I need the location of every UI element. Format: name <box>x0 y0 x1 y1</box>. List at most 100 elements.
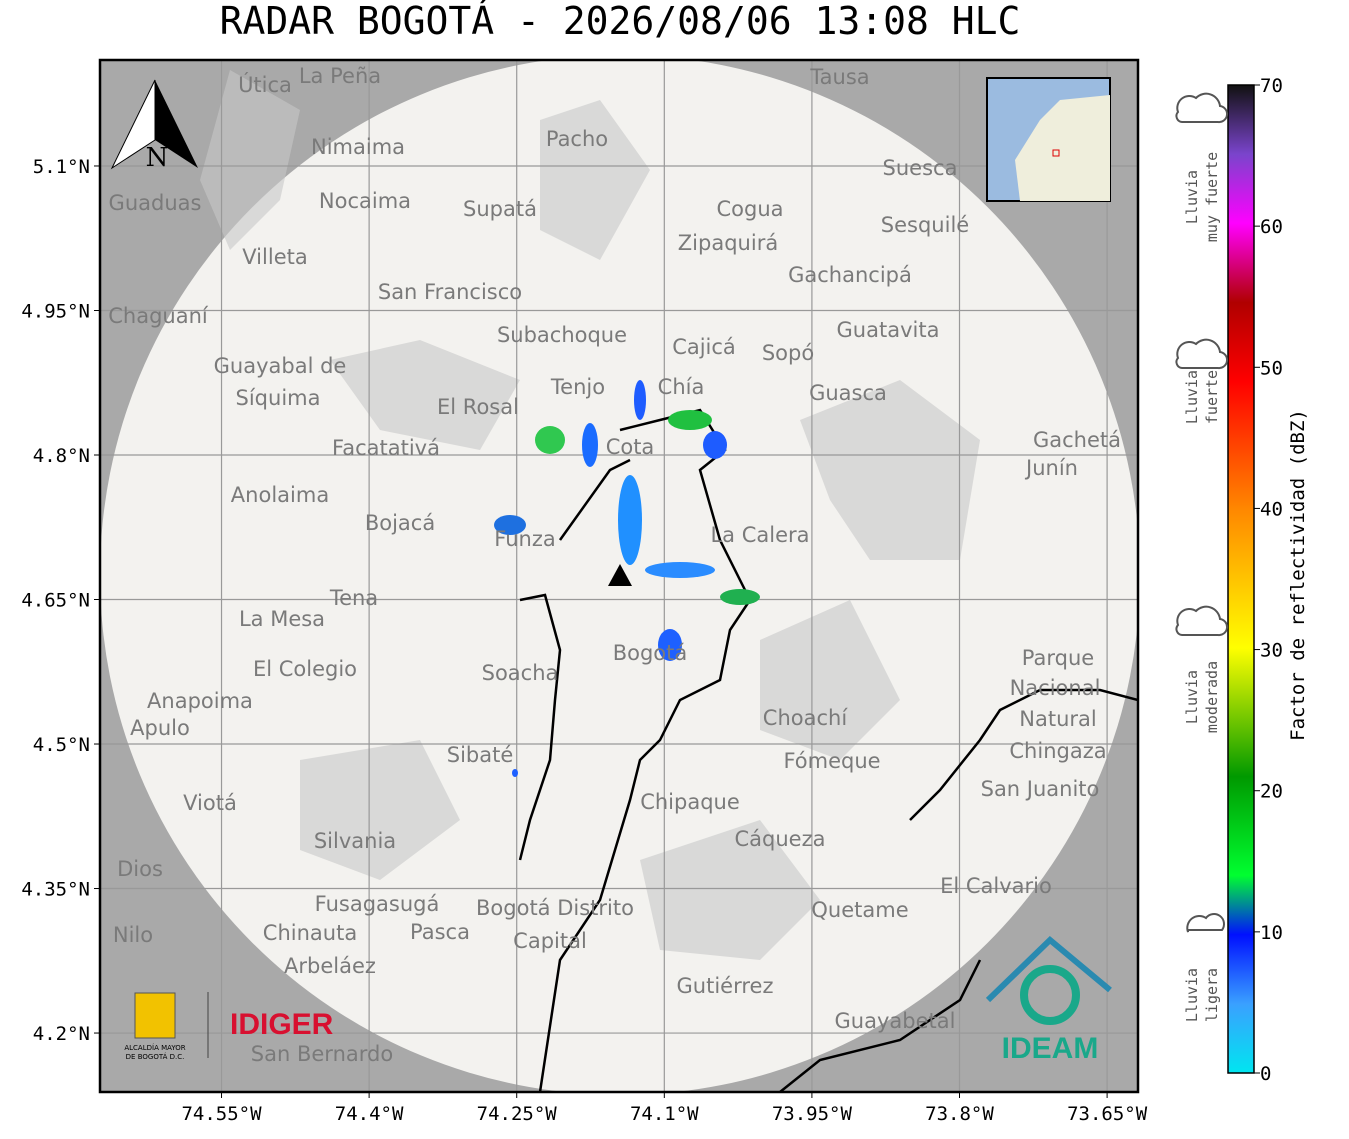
place-label: Villeta <box>242 245 307 269</box>
place-label: Gachetá <box>1033 428 1121 452</box>
rain-category: Lluvia <box>1183 670 1201 724</box>
place-label: Bojacá <box>365 511 435 535</box>
place-label: Gachancipá <box>788 263 912 287</box>
colorbar-tick-label: 50 <box>1260 357 1283 379</box>
colorbar-tick-label: 10 <box>1260 922 1283 944</box>
place-label: Junín <box>1024 456 1078 480</box>
x-tick-label: 73.95°W <box>772 1103 853 1125</box>
place-label: Útica <box>238 72 292 97</box>
place-label: Quetame <box>811 898 908 922</box>
cloud-icon <box>1175 605 1229 637</box>
place-label: Chinauta <box>263 921 357 945</box>
rain-category: Lluvia <box>1183 968 1201 1022</box>
alcaldia-text: DE BOGOTÁ D.C. <box>126 1052 185 1061</box>
place-label: La Mesa <box>239 607 325 631</box>
inset-land <box>1015 95 1110 201</box>
rain-category: fuerte <box>1203 370 1221 424</box>
x-tick-label: 74.4°W <box>335 1103 404 1125</box>
place-label: Chaguaní <box>108 304 209 328</box>
terrain-shade <box>200 70 980 960</box>
echo <box>668 410 712 430</box>
place-label: El Calvario <box>940 874 1052 898</box>
place-label: Anolaima <box>231 483 329 507</box>
y-tick-label: 4.2°N <box>33 1023 90 1045</box>
place-labels: La Peña Útica Tausa Pacho Nimaima Guaduas Noca… <box>108 64 1121 1066</box>
place-label: Cota <box>606 435 655 459</box>
place-label: La Calera <box>710 523 809 547</box>
x-tick-label: 74.1°W <box>630 1103 699 1125</box>
place-label: Nacional <box>1010 676 1101 700</box>
place-label: Guasca <box>809 381 887 405</box>
echo <box>634 380 646 420</box>
y-tick-label: 4.35°N <box>21 879 90 901</box>
colorbar-tick-label: 60 <box>1260 216 1283 238</box>
inset-marker <box>1052 149 1060 157</box>
axes: 74.55°W 74.4°W 74.25°W 74.1°W 73.95°W 73.8°W 7… <box>21 156 1147 1125</box>
grid <box>100 60 1138 1092</box>
place-label: Soacha <box>482 661 559 685</box>
place-label: Pasca <box>410 920 470 944</box>
radar-site <box>608 564 632 586</box>
title: RADAR BOGOTÁ - 2026/08/06 13:08 HLC <box>220 0 1021 43</box>
x-tick-label: 74.55°W <box>181 1103 262 1125</box>
rain-category: ligera <box>1203 968 1221 1022</box>
y-tick-label: 5.1°N <box>33 156 90 178</box>
alcaldia-text: ALCALDÍA MAYOR <box>124 1043 185 1052</box>
cloud-icon <box>1175 92 1229 124</box>
map-frame <box>98 58 1140 1094</box>
colorbar-tick-label: 0 <box>1260 1063 1271 1085</box>
colorbar-tick-label: 70 <box>1260 75 1283 97</box>
y-tick-label: 4.65°N <box>21 590 90 612</box>
place-label: Gutiérrez <box>677 974 774 998</box>
place-label: Nocaima <box>319 189 411 213</box>
y-tick-label: 4.5°N <box>33 734 90 756</box>
echo <box>703 431 727 459</box>
colorbar <box>1227 84 1255 1074</box>
place-label: Dios <box>117 857 163 881</box>
colorbar-axis: 0 10 20 30 40 50 60 70 <box>1254 75 1283 1085</box>
place-label: Sesquilé <box>881 213 969 237</box>
place-label: Cogua <box>716 197 783 221</box>
place-label: Guayabetal <box>835 1009 956 1033</box>
map: La Peña Útica Tausa Pacho Nimaima Guaduas Noca… <box>100 60 1138 1092</box>
x-tick-label: 73.65°W <box>1067 1103 1148 1125</box>
echo <box>582 423 598 467</box>
place-label: Supatá <box>463 197 537 221</box>
place-label: Chipaque <box>640 790 740 814</box>
place-label: Nilo <box>113 923 153 947</box>
idiger-logo: IDIGER <box>230 1008 334 1041</box>
place-label: Natural <box>1019 707 1096 731</box>
echo <box>645 562 715 578</box>
place-label: Guayabal de <box>214 354 347 378</box>
place-label: Facatativá <box>332 436 440 460</box>
north-arrow <box>155 80 198 168</box>
place-label: Choachí <box>763 706 849 730</box>
colorbar-tick-label: 20 <box>1260 781 1283 803</box>
echo <box>512 769 518 777</box>
boundary <box>518 408 1138 1092</box>
place-label: Apulo <box>130 716 190 740</box>
cloud-icon <box>1175 338 1229 370</box>
y-tick-label: 4.8°N <box>33 445 90 467</box>
place-label: Cajicá <box>672 335 736 359</box>
weather-icons <box>1175 92 1229 933</box>
echo <box>658 629 682 661</box>
y-tick-label: 4.95°N <box>21 300 90 322</box>
place-label: Anapoima <box>147 689 253 713</box>
rain-category: moderada <box>1203 661 1221 733</box>
place-label: Chía <box>658 375 705 399</box>
rain-category: Lluvia <box>1183 370 1201 424</box>
place-label: Funza <box>494 527 555 551</box>
place-label: Tausa <box>809 65 869 89</box>
place-label: San Francisco <box>378 280 522 304</box>
place-label: Guatavita <box>837 318 940 342</box>
place-label: Bogotá <box>613 641 688 665</box>
place-label: Silvania <box>314 829 396 853</box>
place-label: Chingaza <box>1009 739 1106 763</box>
echo <box>618 475 642 565</box>
place-label: Cáqueza <box>735 827 826 851</box>
cloud-icon <box>1186 913 1225 933</box>
place-label: Fusagasugá <box>315 892 440 916</box>
